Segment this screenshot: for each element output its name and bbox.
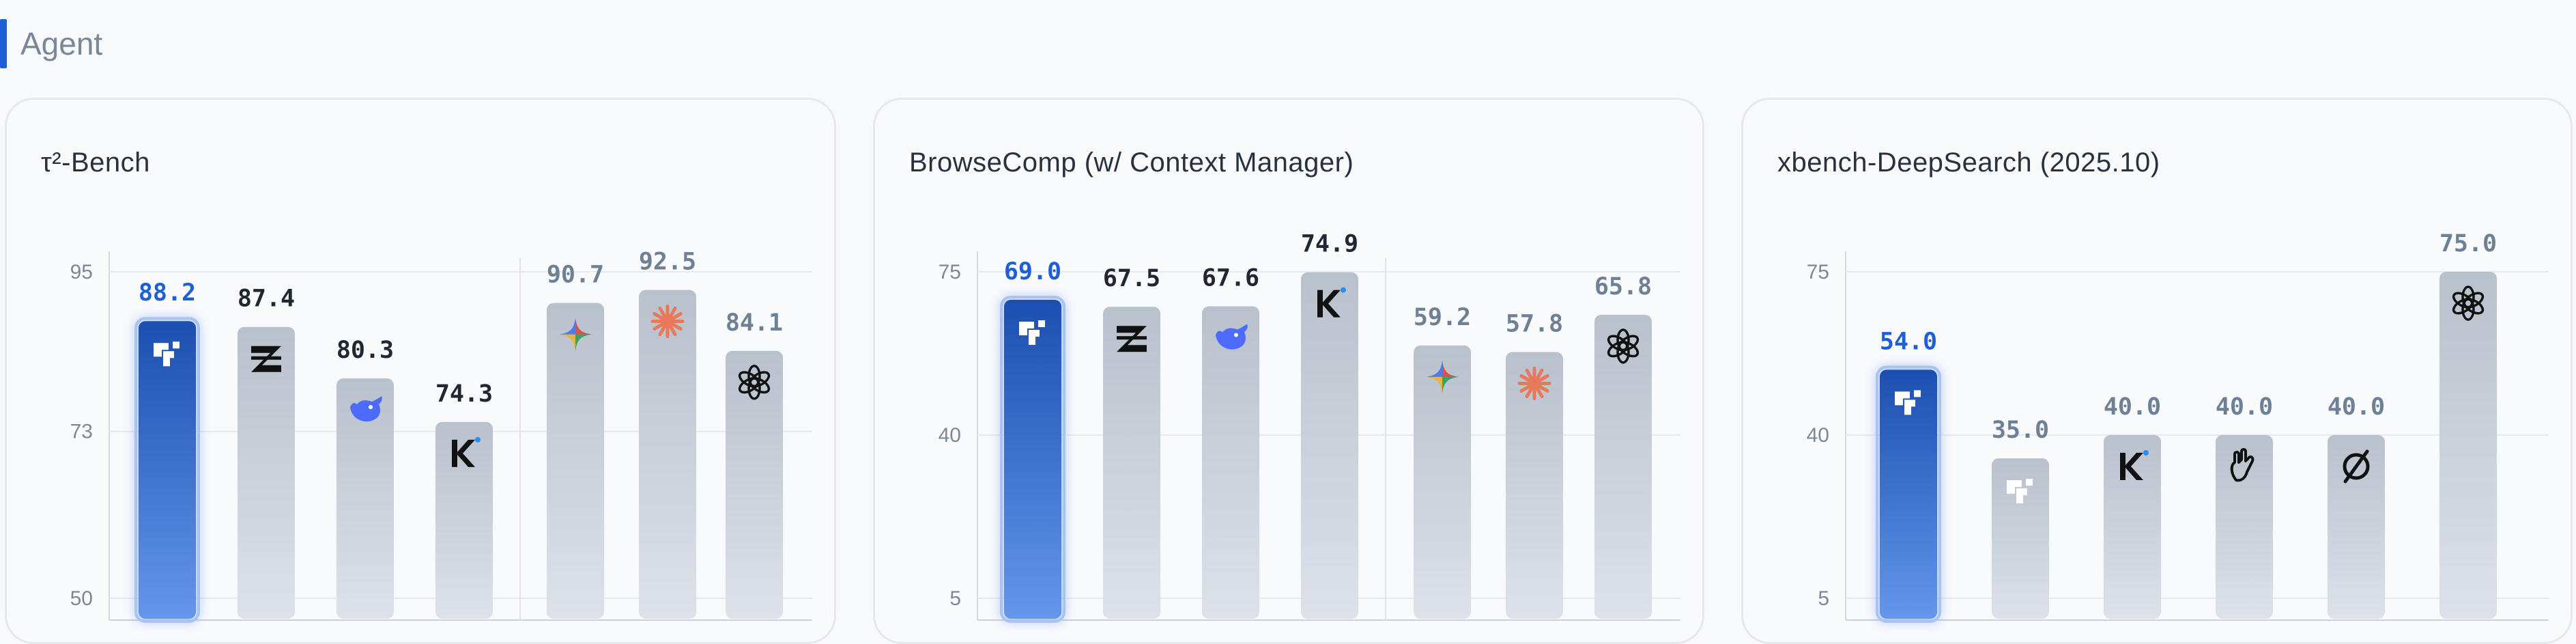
bar [639,290,696,619]
bar [1506,352,1563,619]
bar-value-label: 57.8 [1506,310,1563,337]
section-header: Agent [0,19,102,68]
bar [726,350,783,619]
bar-outline [1876,365,1941,623]
bar-value-label: 84.1 [726,309,783,337]
slash-circle-icon [2343,449,2370,484]
bar-value-label: 54.0 [1880,328,1937,355]
bar-value-label: 75.0 [2439,230,2497,257]
bar [1004,299,1061,619]
bar-value-label: 80.3 [337,337,394,364]
kimi-logo-light-icon [2007,479,2033,504]
bar [1992,458,2049,619]
bar [238,326,295,619]
bar-outline [134,317,200,623]
deepseek-whale-icon [350,396,382,422]
section-title: Agent [20,26,103,61]
y-tick-label: 5 [949,587,961,610]
claude-burst-icon [650,305,685,339]
bar-value-label: 35.0 [1992,417,2049,444]
grok-hand-icon [2230,448,2255,482]
chart-title: xbench-DeepSearch (2025.10) [1777,148,2160,178]
bar-value-label: 40.0 [2104,393,2161,421]
bar-outline [1000,295,1065,623]
k-logo-icon [1317,287,1346,318]
gemini-star-icon [1426,360,1459,393]
bar-value-label: 69.0 [1004,258,1061,285]
y-tick-label: 40 [939,424,961,447]
bar-value-label: 90.7 [547,262,604,289]
claude-burst-icon [1517,366,1551,400]
section-accent-bar [0,19,7,68]
y-tick-label: 75 [939,261,961,283]
bar-value-label: 67.5 [1103,265,1160,292]
y-tick-label: 73 [70,421,93,443]
bar [2328,435,2385,619]
bar [547,303,604,619]
bar-value-label: 40.0 [2216,393,2273,421]
k-logo-icon [452,436,481,467]
bar-value-label: 67.6 [1202,265,1259,292]
bar [1103,307,1160,619]
bar [2439,272,2497,619]
bar-value-label: 65.8 [1594,273,1652,300]
y-tick-label: 50 [70,587,93,610]
kimi-logo-icon [1895,390,1921,415]
bar [1301,272,1358,619]
bar-value-label: 40.0 [2328,393,2385,421]
chart-title: τ²-Bench [41,148,150,178]
bar [1880,369,1937,619]
chart-svg: 95 73 50 88.2 87.4 80.3 74.3 90.7 92.5 84.1 [70,249,812,623]
y-tick-label: 95 [70,261,93,283]
bar-value-label: 92.5 [639,249,696,276]
chart-card-tau2-bench: τ²-Bench 95 73 50 88.2 87.4 80.3 74.3 90.7 92.5 8… [5,98,836,644]
zhipu-logo-icon [1117,326,1147,352]
bar-value-label: 59.2 [1414,304,1471,331]
bar [2104,435,2161,619]
chart-svg: 75 40 5 69.0 67.5 67.6 74.9 59.2 57.8 65.8 [939,231,1680,623]
bar-value-label: 74.9 [1301,231,1358,258]
chart-svg: 75 40 5 54.0 35.0 40.0 40.0 40.0 75.0 [1807,230,2549,623]
kimi-logo-icon [1019,320,1045,345]
bar-value-label: 87.4 [238,285,295,313]
openai-knot-icon [1607,328,1640,364]
bar-value-label: 74.3 [435,380,493,408]
bar [1414,345,1471,619]
openai-knot-icon [738,365,771,400]
bar [2216,435,2273,619]
bar [1202,306,1259,619]
bar [139,321,196,619]
openai-knot-icon [2452,285,2485,321]
gemini-star-icon [559,318,592,351]
zhipu-logo-icon [251,346,281,372]
chart-card-browsecomp: BrowseComp (w/ Context Manager) 75 40 5 69.… [873,98,1704,644]
y-tick-label: 75 [1807,261,1829,283]
k-logo-icon [2120,450,2149,480]
chart-title: BrowseComp (w/ Context Manager) [909,148,1354,178]
y-tick-label: 5 [1818,587,1829,610]
bar-value-label: 88.2 [139,279,196,307]
bar [337,378,394,619]
deepseek-whale-icon [1216,324,1248,350]
y-tick-label: 40 [1807,424,1829,447]
bar [1594,314,1652,619]
kimi-logo-icon [154,341,180,367]
chart-card-xbench-deepsearch: xbench-DeepSearch (2025.10) 75 40 5 54.0 35.… [1741,98,2573,644]
bar [435,421,493,619]
